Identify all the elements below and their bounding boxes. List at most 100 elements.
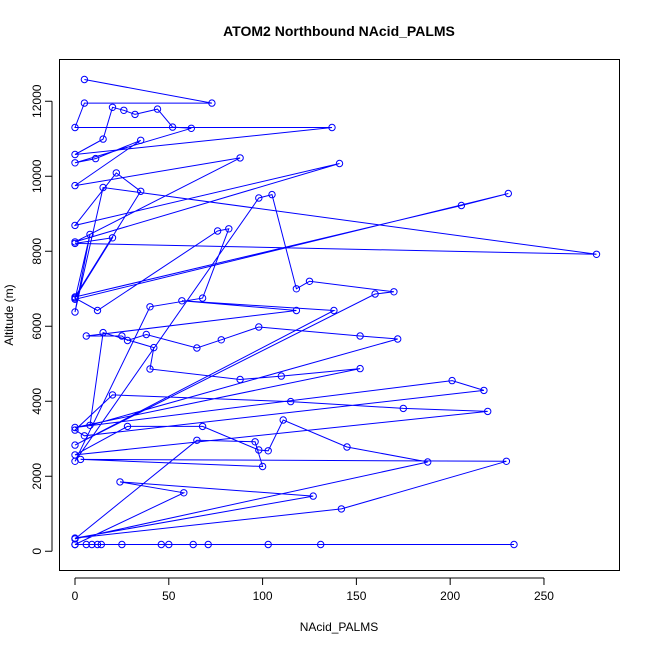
data-point bbox=[71, 123, 79, 132]
data-point bbox=[279, 416, 287, 424]
data-point bbox=[153, 105, 162, 113]
data-point bbox=[305, 277, 314, 285]
data-point bbox=[309, 492, 317, 500]
data-point bbox=[97, 540, 106, 549]
series-line bbox=[73, 79, 597, 545]
x-tick-label: 250 bbox=[534, 589, 554, 603]
chart-title: ATOM2 Northbound NAcid_PALMS bbox=[223, 23, 455, 39]
data-point bbox=[317, 540, 325, 549]
x-axis-label: NAcid_PALMS bbox=[300, 620, 378, 634]
data-point bbox=[93, 540, 102, 549]
data-point bbox=[187, 124, 196, 133]
data-point bbox=[457, 201, 466, 210]
data-point bbox=[204, 540, 212, 549]
data-point bbox=[592, 250, 601, 259]
data-point bbox=[277, 372, 285, 380]
data-point bbox=[343, 443, 351, 451]
data-point bbox=[193, 344, 201, 352]
data-point bbox=[71, 423, 79, 432]
data-point bbox=[189, 540, 197, 549]
data-point bbox=[255, 323, 263, 331]
data-point bbox=[165, 540, 173, 549]
data-point bbox=[178, 297, 186, 305]
data-point bbox=[168, 123, 177, 131]
y-tick-label: 0 bbox=[30, 548, 44, 555]
data-point bbox=[335, 159, 344, 168]
data-point bbox=[198, 294, 207, 302]
data-point bbox=[150, 343, 158, 352]
data-point bbox=[193, 436, 201, 444]
data-point bbox=[99, 328, 107, 337]
x-tick-label: 100 bbox=[253, 589, 273, 603]
y-axis-label: Altitude (m) bbox=[2, 284, 16, 345]
x-tick-label: 150 bbox=[346, 589, 366, 603]
data-point bbox=[123, 336, 132, 345]
plot-frame bbox=[59, 59, 620, 571]
data-point bbox=[91, 154, 100, 163]
data-point bbox=[120, 106, 128, 115]
data-point bbox=[71, 441, 79, 449]
data-point bbox=[118, 540, 126, 549]
y-axis: 0 2000 4000 6000 8000 10000 12000 bbox=[30, 84, 53, 555]
data-point bbox=[99, 183, 107, 192]
x-tick-label: 50 bbox=[162, 589, 176, 603]
y-tick-label: 12000 bbox=[30, 84, 44, 118]
data-point bbox=[80, 432, 89, 440]
data-point bbox=[198, 422, 207, 431]
data-point bbox=[71, 159, 79, 167]
data-point bbox=[86, 230, 94, 239]
data-point bbox=[80, 75, 89, 84]
data-point bbox=[225, 225, 233, 233]
data-point bbox=[71, 540, 79, 549]
data-point bbox=[108, 234, 117, 242]
series-layer bbox=[71, 75, 601, 549]
data-point bbox=[213, 227, 222, 235]
data-point bbox=[399, 404, 407, 413]
data-point bbox=[390, 288, 398, 296]
data-point bbox=[93, 306, 102, 315]
data-point bbox=[82, 332, 91, 340]
data-point bbox=[157, 540, 166, 549]
data-point bbox=[424, 458, 432, 466]
data-point bbox=[268, 190, 276, 199]
data-point bbox=[80, 99, 89, 107]
data-point bbox=[108, 103, 117, 112]
data-point bbox=[258, 462, 267, 471]
data-point bbox=[71, 294, 79, 302]
data-point bbox=[71, 451, 79, 459]
data-point bbox=[484, 407, 492, 416]
data-point bbox=[82, 540, 91, 549]
x-tick-label: 200 bbox=[440, 589, 460, 603]
data-point bbox=[88, 540, 96, 549]
data-point bbox=[142, 330, 151, 339]
data-point bbox=[510, 540, 518, 549]
data-point bbox=[131, 110, 139, 119]
data-point bbox=[71, 308, 79, 316]
data-point bbox=[264, 447, 272, 455]
data-point bbox=[480, 386, 488, 395]
x-tick-label: 0 bbox=[72, 589, 79, 603]
data-point bbox=[76, 455, 85, 464]
data-point bbox=[236, 375, 244, 384]
y-tick-label: 10000 bbox=[30, 159, 44, 193]
data-point bbox=[137, 136, 145, 145]
data-point bbox=[99, 135, 107, 143]
data-point bbox=[86, 421, 94, 429]
data-point bbox=[328, 123, 336, 132]
data-point bbox=[356, 364, 364, 373]
y-tick-label: 8000 bbox=[30, 238, 44, 265]
data-point bbox=[287, 397, 295, 406]
data-point bbox=[208, 99, 216, 107]
data-point bbox=[448, 376, 456, 385]
data-point bbox=[71, 181, 79, 190]
y-tick-label: 4000 bbox=[30, 388, 44, 415]
data-point bbox=[264, 540, 272, 549]
data-point bbox=[71, 239, 79, 248]
data-point bbox=[146, 303, 154, 311]
data-point bbox=[71, 426, 79, 434]
data-point bbox=[255, 194, 263, 202]
data-point bbox=[118, 332, 126, 340]
data-point bbox=[137, 187, 145, 196]
data-point bbox=[146, 365, 154, 373]
